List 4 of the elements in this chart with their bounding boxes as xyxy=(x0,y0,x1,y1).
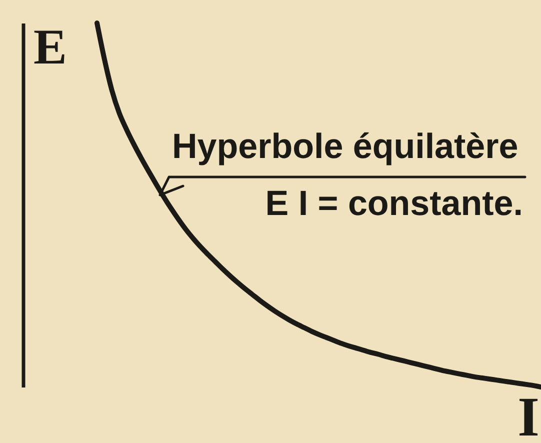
annotation: E I = constante. xyxy=(265,184,523,223)
x-axis-title: I xyxy=(518,386,540,443)
y-axis-title: E xyxy=(34,18,67,74)
annotation: Hyperbole équilatère xyxy=(172,127,518,166)
